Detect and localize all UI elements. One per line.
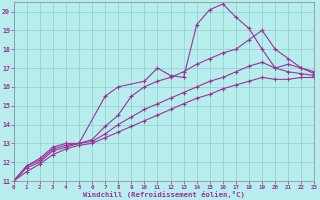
X-axis label: Windchill (Refroidissement éolien,°C): Windchill (Refroidissement éolien,°C)	[83, 191, 245, 198]
